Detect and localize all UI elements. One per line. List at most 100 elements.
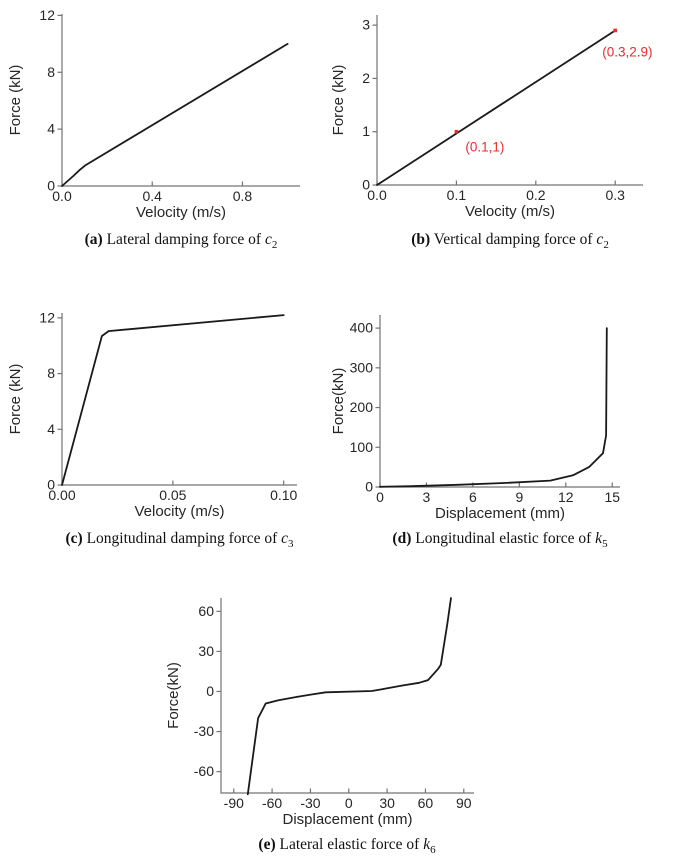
caption-variable: k: [595, 530, 603, 548]
y-tick-label: 0: [206, 683, 214, 699]
y-tick-label: 1: [362, 123, 370, 139]
x-tick-label: -30: [300, 795, 320, 811]
caption-text: Longitudinal elastic force of: [411, 530, 596, 548]
series-line-vertical-damping-force: [376, 29, 617, 186]
y-axis-label: Force (kN): [7, 364, 24, 435]
x-tick-label: 0.00: [48, 487, 75, 503]
chart-a-plot: 0.0 0.4 0.8 0 4 8 12 Velocity (m/s) Force (kN): [7, 7, 300, 221]
y-axis-label: Force (kN): [330, 65, 347, 136]
caption-subscript: 3: [288, 538, 294, 551]
x-tick-label: 12: [558, 489, 574, 505]
chart-e: -90 -60 -30 0 30 60 90 -60 -30 0 30 60 Displacement …: [134, 586, 544, 860]
series-line-lateral-elastic-force: [246, 597, 452, 796]
y-tick-label: 300: [350, 359, 374, 375]
x-tick-label: 3: [423, 489, 431, 505]
chart-a-caption: (a) Lateral damping force of c2: [0, 230, 330, 255]
point-marker: [613, 28, 618, 33]
caption-subscript: 2: [603, 239, 609, 252]
caption-tag: (c): [65, 530, 83, 548]
chart-b: 0.0 0.1 0.2 0.3 0 1 2 3 Velocity (m/s) Force (kN)…: [330, 0, 677, 255]
x-tick-label: 60: [417, 795, 433, 811]
chart-e-plot: -90 -60 -30 0 30 60 90 -60 -30 0 30 60 Displacement …: [165, 597, 474, 828]
y-tick-label: 3: [362, 17, 370, 33]
x-axis-label: Velocity (m/s): [134, 503, 224, 520]
y-tick-label: 200: [350, 399, 374, 415]
x-tick-label: 0.0: [367, 187, 387, 203]
caption-text: Lateral elastic force of: [275, 836, 424, 854]
chart-b-plot: 0.0 0.1 0.2 0.3 0 1 2 3 Velocity (m/s) Force (kN)…: [330, 15, 652, 220]
chart-d-plot: 0 3 6 9 12 15 0 100 200 300 400 Displacement (mm) Fo…: [330, 315, 620, 522]
caption-variable: c: [281, 530, 289, 548]
y-tick-label: -30: [193, 723, 213, 739]
y-tick-label: 100: [350, 439, 374, 455]
y-tick-label: 0: [362, 177, 370, 193]
y-axis-label: Force(kN): [165, 662, 182, 729]
caption-text: Vertical damping force of: [430, 231, 597, 248]
y-tick-label: 12: [39, 309, 55, 325]
x-axis-label: Displacement (mm): [282, 811, 412, 828]
axes: [379, 315, 620, 488]
chart-a: 0.0 0.4 0.8 0 4 8 12 Velocity (m/s) Force (kN) (…: [0, 0, 330, 255]
chart-c: 0.00 0.05 0.10 0 4 8 12 Velocity (m/s) Force (kN…: [0, 299, 330, 554]
axes: [219, 598, 474, 794]
x-tick-label: 0: [344, 795, 352, 811]
y-tick-label: 8: [47, 64, 55, 80]
y-tick-label: 2: [362, 70, 370, 86]
y-tick-label: 0: [47, 477, 55, 493]
caption-subscript: 6: [430, 844, 436, 857]
chart-d: 0 3 6 9 12 15 0 100 200 300 400 Displacement (mm) Fo…: [330, 299, 677, 554]
caption-tag: (d): [392, 530, 412, 548]
axes: [61, 14, 300, 187]
chart-c-plot: 0.00 0.05 0.10 0 4 8 12 Velocity (m/s) Force (kN…: [7, 309, 298, 520]
x-tick-label: 0.0: [52, 188, 72, 204]
x-tick-label: 6: [469, 489, 477, 505]
point-marker: [454, 129, 459, 134]
axes: [61, 313, 297, 486]
caption-text: Lateral damping force of: [102, 231, 265, 248]
x-tick-label: 0.1: [447, 187, 467, 203]
y-tick-label: 8: [47, 365, 55, 381]
y-tick-label: -60: [193, 763, 213, 779]
y-tick-label: 400: [350, 320, 374, 336]
x-tick-label: 15: [604, 489, 620, 505]
x-axis-label: Displacement (mm): [435, 505, 565, 522]
y-tick-label: 0: [47, 178, 55, 194]
x-tick-label: 0.10: [270, 487, 297, 503]
y-axis-label: Force (kN): [7, 65, 24, 136]
point-label: (0.3,2.9): [602, 44, 652, 59]
x-tick-label: 90: [455, 795, 471, 811]
chart-c-caption: (c) Longitudinal damping force of c3: [0, 529, 330, 554]
caption-variable: c: [264, 231, 272, 248]
y-axis-label: Force(kN): [330, 368, 347, 435]
x-tick-label: 30: [379, 795, 395, 811]
x-tick-label: 0.8: [233, 188, 253, 204]
x-axis-label: Velocity (m/s): [465, 203, 555, 220]
caption-subscript: 2: [271, 239, 278, 252]
figure-row-middle: 0.00 0.05 0.10 0 4 8 12 Velocity (m/s) Force (kN…: [0, 299, 677, 554]
x-tick-label: -90: [223, 795, 243, 811]
chart-b-caption: (b) Vertical damping force of c2: [330, 230, 677, 255]
x-tick-label: 0.3: [605, 187, 625, 203]
caption-variable: k: [423, 836, 431, 854]
series-line-longitudinal-elastic-force: [379, 327, 608, 488]
caption-subscript: 5: [602, 538, 608, 551]
figure-row-top: 0.0 0.4 0.8 0 4 8 12 Velocity (m/s) Force (kN) (…: [0, 0, 677, 255]
x-tick-label: 0: [376, 489, 384, 505]
series-line-longitudinal-damping-force: [61, 314, 285, 486]
x-tick-label: 9: [515, 489, 523, 505]
x-tick-label: 0.05: [159, 487, 186, 503]
x-tick-label: 0.2: [526, 187, 546, 203]
y-tick-label: 12: [39, 7, 55, 23]
caption-tag: (a): [84, 231, 103, 248]
y-tick-label: 4: [47, 121, 55, 137]
caption-variable: c: [596, 231, 604, 248]
caption-text: Longitudinal damping force of: [82, 530, 282, 548]
chart-d-caption: (d) Longitudinal elastic force of k5: [330, 529, 677, 554]
y-tick-label: 60: [198, 603, 214, 619]
y-tick-label: 0: [365, 479, 373, 495]
y-tick-label: 30: [198, 643, 214, 659]
series-line-lateral-damping-force: [61, 43, 289, 187]
x-tick-label: 0.4: [143, 188, 163, 204]
caption-tag: (b): [411, 231, 431, 248]
